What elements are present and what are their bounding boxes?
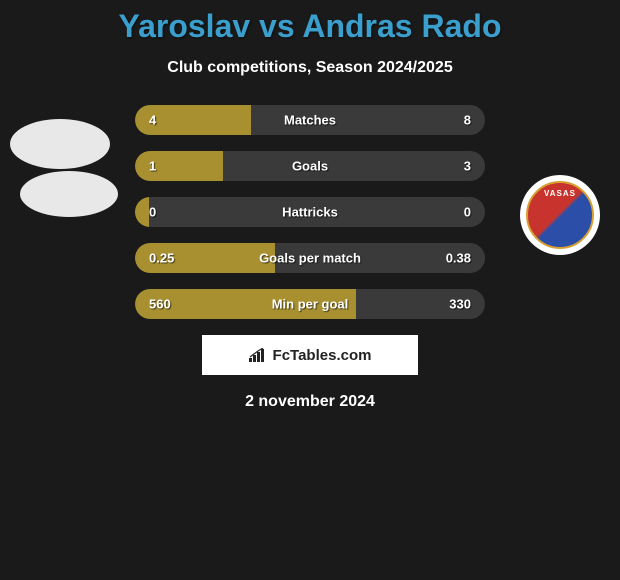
brand-box[interactable]: FcTables.com xyxy=(202,335,418,375)
stat-value-left: 560 xyxy=(149,297,171,312)
stat-row: 4 Matches 8 xyxy=(135,105,485,135)
stat-value-left: 1 xyxy=(149,159,156,174)
stat-value-right: 0 xyxy=(464,205,471,220)
stat-rows: 4 Matches 8 1 Goals 3 0 Hattricks 0 0.25 Goals per… xyxy=(135,105,485,319)
stat-label: Min per goal xyxy=(272,297,349,312)
stat-label: Hattricks xyxy=(282,205,338,220)
chart-icon xyxy=(249,348,267,362)
stat-label: Goals xyxy=(292,159,328,174)
stat-value-right: 330 xyxy=(449,297,471,312)
stat-row: 0.25 Goals per match 0.38 xyxy=(135,243,485,273)
page-title: Yaroslav vs Andras Rado xyxy=(0,8,620,45)
stat-value-right: 0.38 xyxy=(446,251,471,266)
stat-value-left: 4 xyxy=(149,113,156,128)
player-left-avatar-2 xyxy=(20,171,118,217)
team-right-logo: VASAS xyxy=(520,175,600,255)
date-text: 2 november 2024 xyxy=(0,393,620,411)
stat-row: 560 Min per goal 330 xyxy=(135,289,485,319)
stat-value-left: 0.25 xyxy=(149,251,174,266)
stat-label: Goals per match xyxy=(259,251,361,266)
comparison-card: Yaroslav vs Andras Rado Club competition… xyxy=(0,0,620,411)
stat-fill xyxy=(135,197,149,227)
vasas-logo: VASAS xyxy=(526,181,594,249)
logo-text: VASAS xyxy=(544,189,576,198)
subtitle: Club competitions, Season 2024/2025 xyxy=(0,59,620,77)
player-left-avatar-1 xyxy=(10,119,110,169)
brand-text: FcTables.com xyxy=(273,347,372,364)
stats-area: VASAS 4 Matches 8 1 Goals 3 0 Hattricks 0 0.25 Goa… xyxy=(0,105,620,319)
stat-value-left: 0 xyxy=(149,205,156,220)
stat-row: 0 Hattricks 0 xyxy=(135,197,485,227)
stat-value-right: 3 xyxy=(464,159,471,174)
stat-label: Matches xyxy=(284,113,336,128)
stat-row: 1 Goals 3 xyxy=(135,151,485,181)
stat-value-right: 8 xyxy=(464,113,471,128)
